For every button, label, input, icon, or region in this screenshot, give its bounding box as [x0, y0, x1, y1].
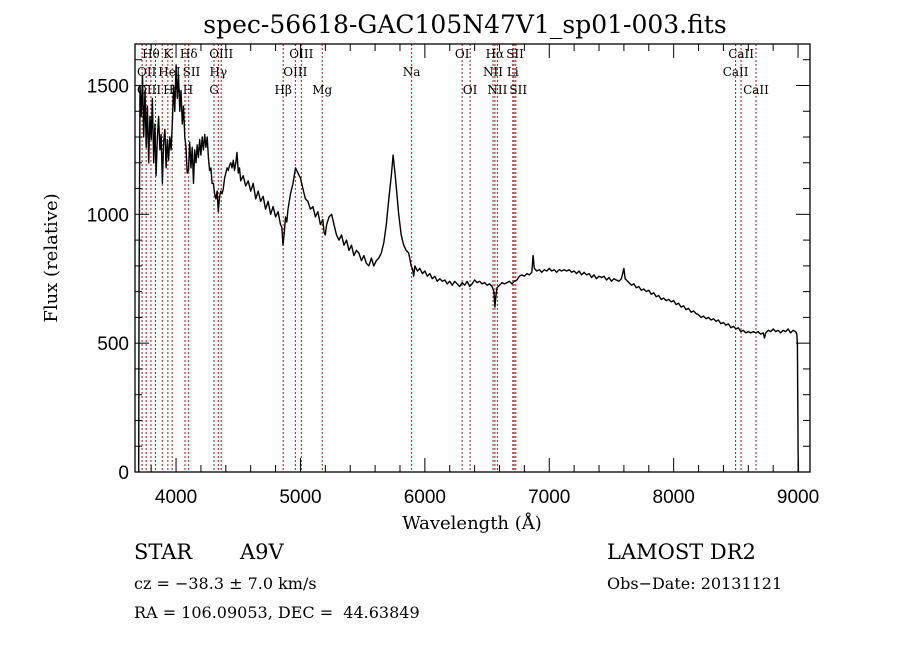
axis-ticks: 4000 5000 6000 7000 8000 9000 0 500 1000 1500	[87, 44, 819, 508]
line-label: CaII	[728, 47, 754, 61]
line-label: NII	[483, 65, 503, 79]
series-line-spectrum	[138, 64, 800, 473]
subclass: A9V	[240, 540, 284, 564]
y-tick-label: 1000	[87, 205, 129, 226]
x-tick-label: 6000	[404, 487, 446, 508]
x-tick-label: 9000	[777, 487, 819, 508]
x-axis-label: Wavelength (Å)	[402, 512, 542, 534]
obs-date: Obs−Date: 20131121	[607, 574, 783, 593]
line-label: CaII	[743, 83, 769, 97]
redshift-text: cz = −38.3 ± 7.0 km/s	[134, 574, 317, 593]
line-label: Hη	[163, 83, 181, 97]
line-label: Hδ	[180, 47, 198, 61]
series-layer	[138, 64, 800, 473]
line-label: Hθ	[142, 47, 160, 61]
line-label: NII	[487, 83, 507, 97]
y-tick-label: 500	[97, 334, 129, 355]
x-tick-label: 8000	[653, 487, 695, 508]
survey-name: LAMOST DR2	[607, 540, 756, 564]
line-label: K	[163, 47, 173, 61]
line-labels: Hθ OII OIII HeI Hη K H SII Hδ OIII Hγ G Hβ OIII OIII Mg…	[137, 47, 769, 97]
line-label: SII	[183, 65, 201, 79]
line-label: Hα	[486, 47, 505, 61]
line-label: SII	[509, 83, 527, 97]
line-label: HeI	[158, 65, 181, 79]
line-label: H	[183, 83, 193, 97]
line-label: OIII	[289, 47, 313, 61]
x-tick-label: 7000	[528, 487, 570, 508]
plot-frame	[134, 43, 811, 473]
line-label: Hβ	[275, 83, 292, 97]
y-axis-label: Flux (relative)	[41, 193, 62, 322]
line-label: OII	[137, 65, 157, 79]
line-label: Hγ	[210, 65, 228, 79]
line-label: OIII	[209, 47, 233, 61]
line-label: OIII	[137, 83, 161, 97]
line-label: OI	[463, 83, 478, 97]
coordinates-text: RA = 106.09053, DEC = 44.63849	[134, 603, 420, 622]
x-tick-label: 5000	[279, 487, 321, 508]
line-label: SII	[506, 47, 524, 61]
line-markers	[141, 44, 757, 472]
line-label: Na	[403, 65, 421, 79]
line-label: G	[209, 83, 219, 97]
line-label: OI	[455, 47, 470, 61]
line-label: Li	[507, 65, 519, 79]
y-tick-label: 0	[118, 463, 129, 484]
x-tick-label: 4000	[155, 487, 197, 508]
y-tick-label: 1500	[87, 76, 129, 97]
chart-title: spec-56618-GAC105N47V1_sp01-003.fits	[203, 10, 726, 39]
object-class: STAR	[134, 540, 193, 564]
line-label: CaII	[723, 65, 749, 79]
line-label: OIII	[283, 65, 307, 79]
line-label: Mg	[312, 83, 332, 97]
